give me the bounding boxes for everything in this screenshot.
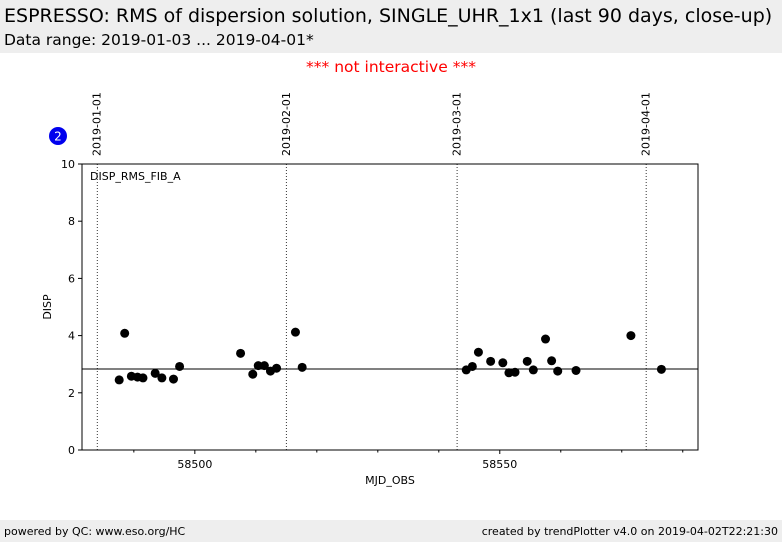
data-point bbox=[498, 358, 508, 368]
panel-label: DISP_RMS_FIB_A bbox=[90, 170, 181, 183]
header-bar: ESPRESSO: RMS of dispersion solution, SI… bbox=[0, 0, 782, 53]
data-point bbox=[272, 363, 282, 373]
data-point bbox=[120, 328, 130, 338]
scatter-chart: 2019-01-01 2019-02-01 2019-03-01 2019-04-01… bbox=[41, 92, 699, 487]
data-point bbox=[297, 362, 307, 372]
y-tick-label: 10 bbox=[61, 158, 75, 171]
data-point bbox=[522, 356, 532, 366]
not-interactive-notice: *** not interactive *** bbox=[306, 58, 476, 76]
data-point bbox=[168, 374, 178, 384]
data-point bbox=[248, 369, 258, 379]
y-tick-label: 0 bbox=[68, 444, 75, 457]
data-point bbox=[467, 361, 477, 371]
y-tick-label: 8 bbox=[68, 215, 75, 228]
footer-bar: powered by QC: www.eso.org/HC created by… bbox=[0, 520, 782, 542]
data-point bbox=[473, 347, 483, 357]
data-point bbox=[656, 364, 666, 374]
data-point bbox=[290, 327, 300, 337]
data-point bbox=[150, 368, 160, 378]
x-axis-label: MJD_OBS bbox=[365, 474, 415, 487]
data-point bbox=[510, 367, 520, 377]
data-point bbox=[626, 331, 636, 341]
footer-created-by: created by trendPlotter v4.0 on 2019-04-… bbox=[481, 525, 778, 538]
date-marker-label: 2019-04-01 bbox=[640, 92, 653, 156]
x-tick-label: 58550 bbox=[482, 458, 517, 471]
page-title: ESPRESSO: RMS of dispersion solution, SI… bbox=[4, 5, 773, 27]
data-point bbox=[553, 366, 563, 376]
data-point bbox=[528, 365, 538, 375]
data-point bbox=[175, 361, 185, 371]
data-point bbox=[547, 356, 557, 366]
data-point bbox=[114, 375, 124, 385]
x-tick-label: 58500 bbox=[177, 458, 212, 471]
plot-frame bbox=[81, 163, 699, 451]
data-point bbox=[486, 356, 496, 366]
date-marker-label: 2019-01-01 bbox=[91, 92, 104, 156]
count-badge-label: 2 bbox=[54, 130, 62, 144]
data-range-subtitle: Data range: 2019-01-03 ... 2019-04-01* bbox=[4, 31, 314, 49]
data-point bbox=[571, 365, 581, 375]
data-point bbox=[157, 373, 167, 383]
y-tick-label: 2 bbox=[68, 387, 75, 400]
data-point bbox=[236, 348, 246, 358]
date-marker-label: 2019-02-01 bbox=[280, 92, 293, 156]
data-point bbox=[138, 373, 148, 383]
data-point bbox=[259, 361, 269, 371]
y-tick-label: 4 bbox=[68, 330, 75, 343]
y-axis-label: DISP bbox=[41, 294, 54, 320]
data-point bbox=[541, 334, 551, 344]
y-tick-label: 6 bbox=[68, 272, 75, 285]
footer-powered-by: powered by QC: www.eso.org/HC bbox=[4, 525, 186, 538]
date-marker-label: 2019-03-01 bbox=[451, 92, 464, 156]
count-badge bbox=[49, 127, 67, 145]
